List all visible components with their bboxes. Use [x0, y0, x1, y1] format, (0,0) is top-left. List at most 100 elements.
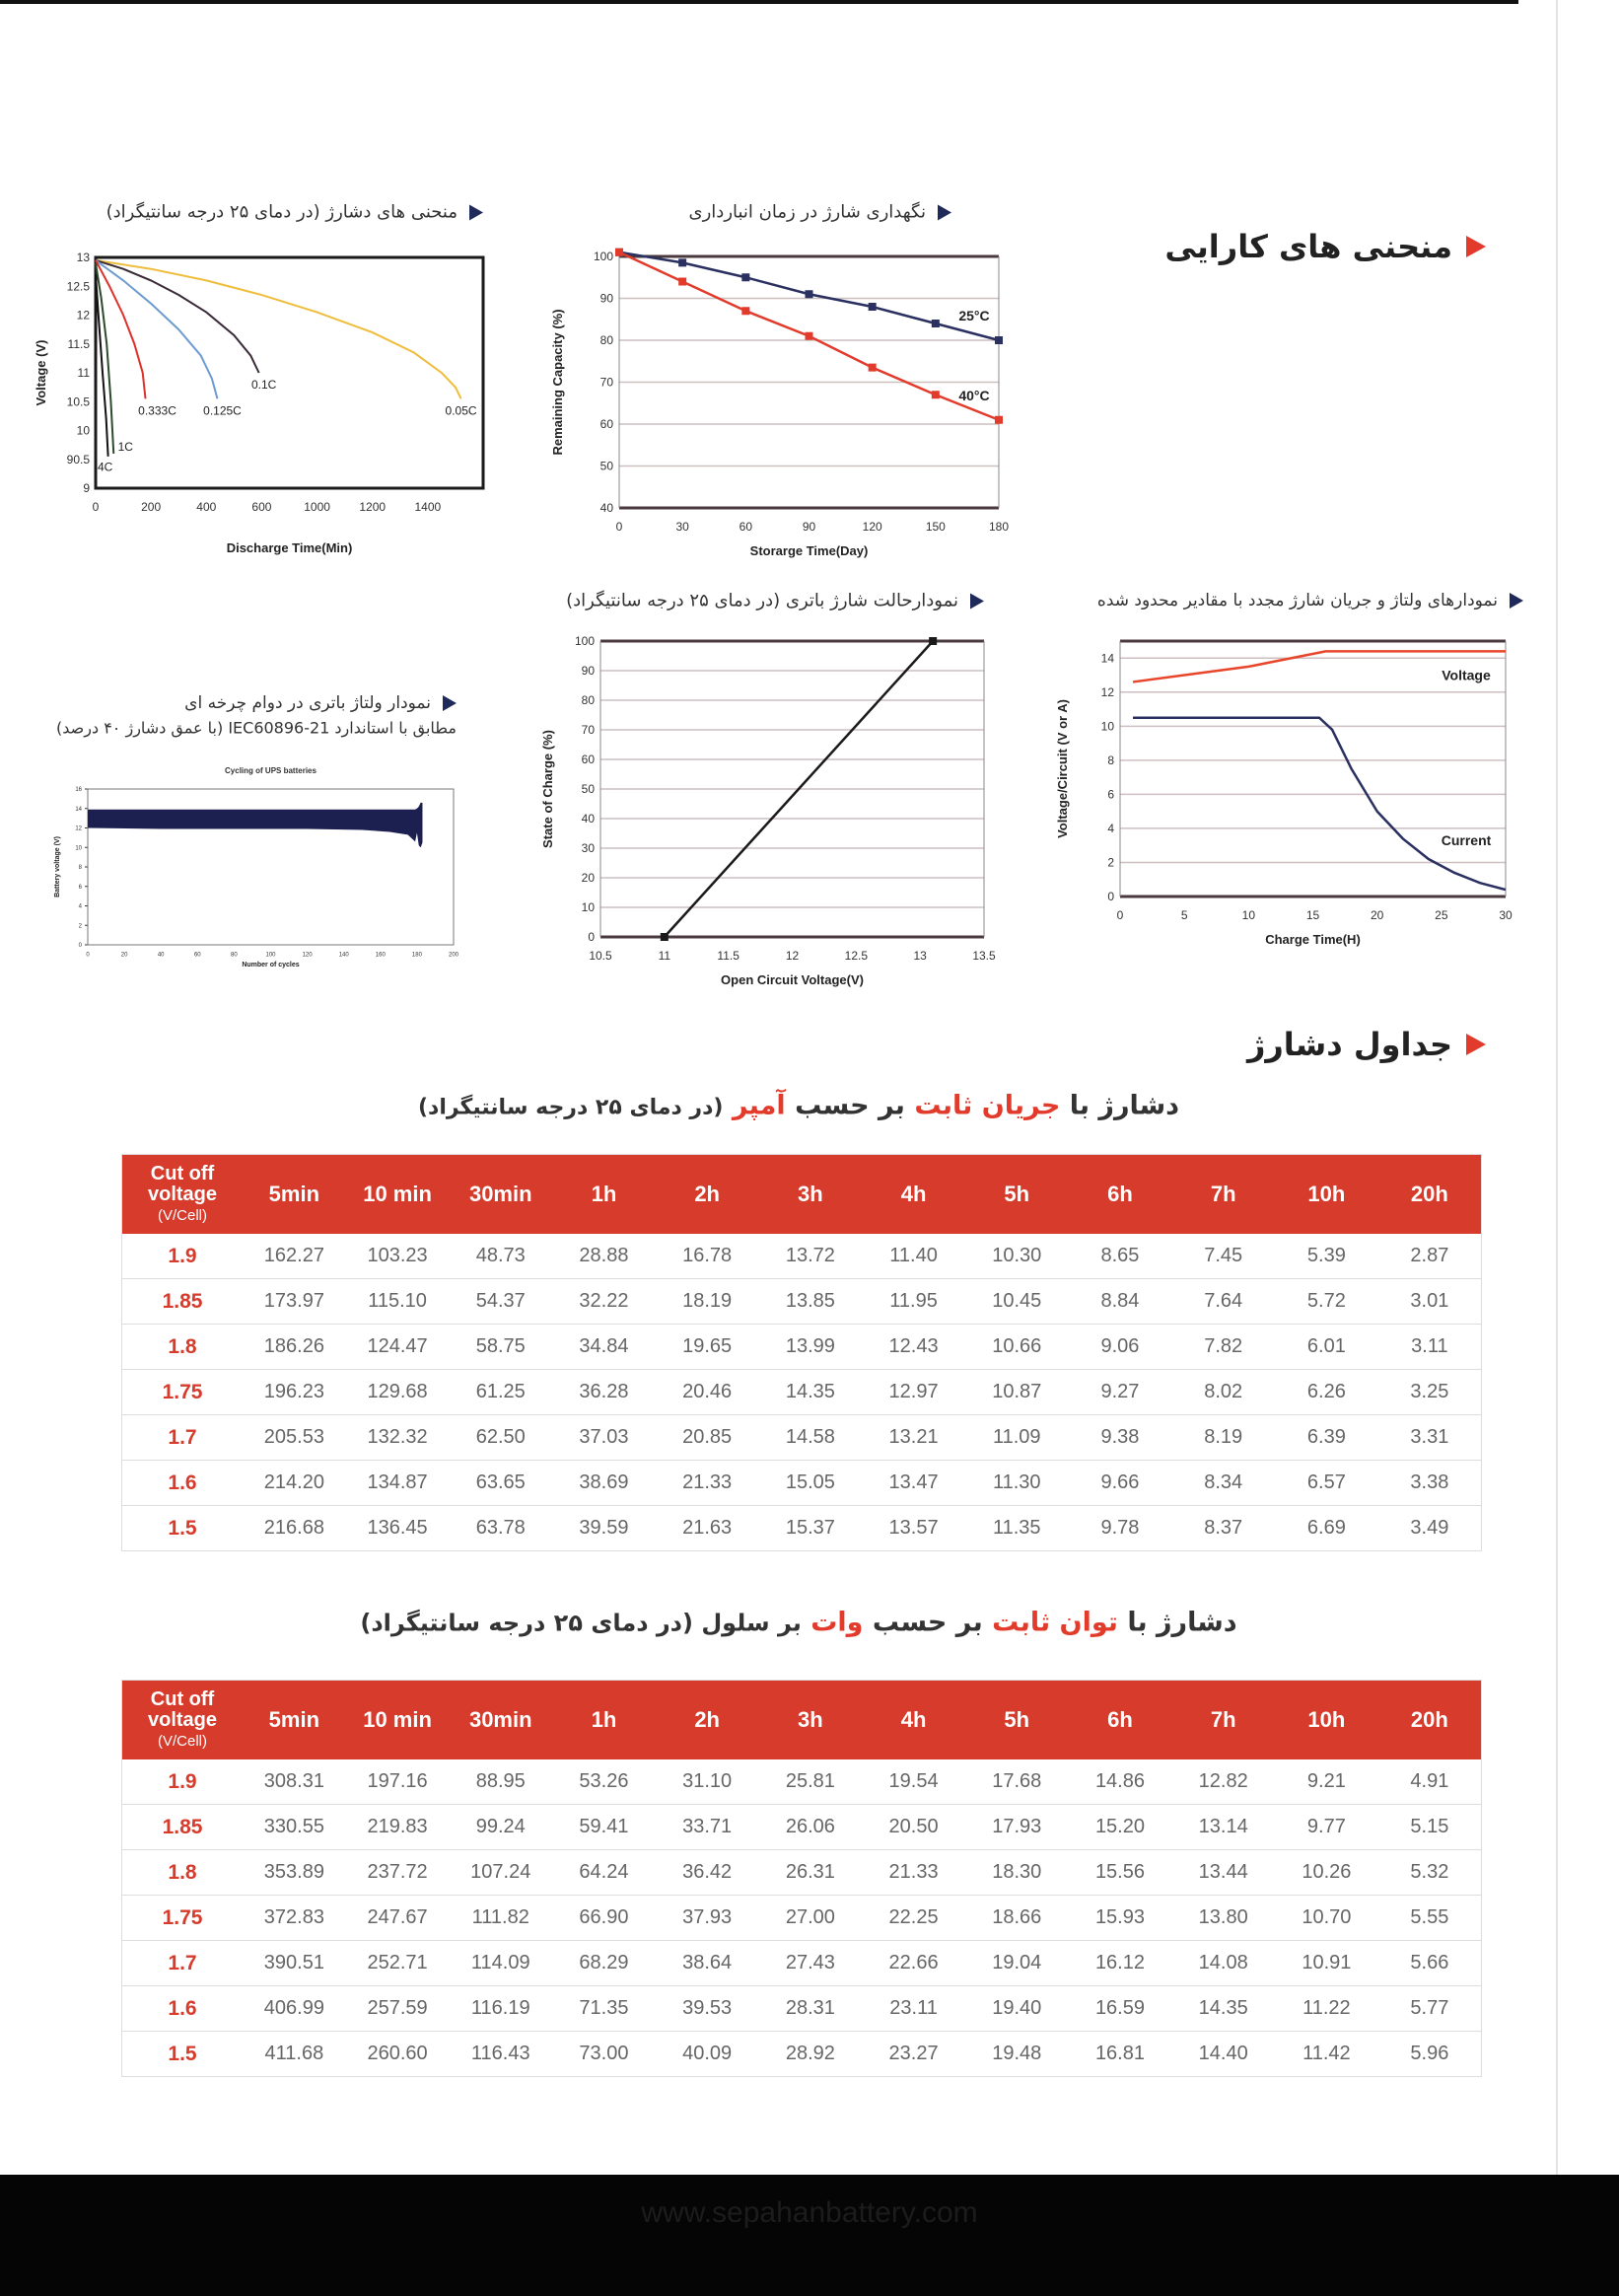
y-tick-label: 80	[600, 333, 614, 347]
x-tick-label: 20	[1371, 908, 1384, 922]
title-highlight: وات	[810, 1607, 864, 1638]
value-cell: 59.41	[552, 1804, 656, 1850]
x-tick-label: 13.5	[972, 949, 996, 963]
value-cell: 18.66	[964, 1895, 1069, 1941]
value-cell: 3.49	[1377, 1505, 1482, 1551]
data-point	[805, 290, 813, 299]
column-header: 10 min	[345, 1154, 450, 1234]
x-tick-label: 40	[158, 952, 165, 958]
arrow-left-icon	[469, 204, 483, 220]
section-arrow-icon	[1466, 236, 1486, 257]
table-row: 1.7 205.53 132.32 62.50 37.03 20.85 14.58 13.21…	[121, 1414, 1482, 1461]
value-cell: 23.27	[862, 2031, 965, 2077]
data-point	[678, 277, 687, 286]
data-point	[805, 331, 813, 340]
value-cell: 23.11	[862, 1985, 965, 2032]
column-header-cutoff: Cut off voltage (V/Cell)	[121, 1680, 243, 1759]
value-cell: 63.65	[449, 1460, 553, 1506]
column-header: 30min	[449, 1680, 553, 1759]
title-highlight: جریان ثابت	[914, 1090, 1061, 1121]
header-text: voltage	[147, 1183, 218, 1205]
data-point	[931, 391, 940, 399]
value-cell: 36.42	[655, 1849, 759, 1896]
charge-voltage-current-chart: 0 2 4 6 8 10 12 14 0 5 10 15 20 25 30 Charge Time(H) Vol…	[1055, 639, 1513, 947]
value-cell: 11.22	[1275, 1985, 1378, 2032]
value-cell: 16.59	[1068, 1985, 1172, 2032]
y-axis-label: Voltage/Circuit (V or A)	[1055, 699, 1070, 838]
value-cell: 2.87	[1377, 1234, 1482, 1279]
column-header: 10h	[1275, 1680, 1378, 1759]
value-cell: 132.32	[345, 1414, 450, 1461]
x-tick-label: 0	[1117, 908, 1124, 922]
x-tick-label: 11	[659, 949, 671, 963]
value-cell: 4.91	[1377, 1759, 1482, 1805]
y-tick-label: 90.5	[67, 453, 91, 466]
constant-current-table: Cut off voltage (V/Cell) 5min 10 min 30min 1h 2…	[121, 1154, 1482, 1551]
value-cell: 8.84	[1068, 1278, 1172, 1325]
value-cell: 5.39	[1275, 1234, 1378, 1279]
x-tick-label: 11.5	[717, 949, 739, 963]
table-row: 1.6 406.99 257.59 116.19 71.35 39.53 28.31 23.1…	[121, 1985, 1482, 2032]
x-axis-label: Discharge Time(Min)	[227, 540, 353, 555]
value-cell: 14.35	[758, 1369, 863, 1415]
value-cell: 7.82	[1171, 1324, 1276, 1370]
header-text: Cut off	[150, 1162, 215, 1184]
value-cell: 14.58	[758, 1414, 863, 1461]
value-cell: 10.66	[964, 1324, 1069, 1370]
y-tick-label: 50	[600, 460, 614, 473]
chart-title-storage: نگهداری شارژ در زمان انبارداری	[689, 202, 951, 223]
top-border	[0, 0, 1518, 4]
table-row: 1.75 196.23 129.68 61.25 36.28 20.46 14.35 12.9…	[121, 1369, 1482, 1415]
data-point	[678, 258, 687, 267]
table-title-constant-power: دشارژ با توان ثابت بر حسب وات بر سلول (د…	[0, 1608, 1597, 1638]
value-cell: 34.84	[552, 1324, 656, 1370]
y-tick-label: 60	[582, 753, 596, 766]
series-label: 4C	[98, 460, 113, 473]
value-cell: 54.37	[449, 1278, 553, 1325]
y-axis-label: Remaining Capacity (%)	[550, 309, 565, 455]
chart-title-text: نمودارهای ولتاژ و جریان شارژ مجدد با مقا…	[1096, 591, 1498, 610]
y-tick-label: 9	[83, 481, 90, 495]
x-tick-label: 100	[265, 952, 276, 958]
value-cell: 6.26	[1275, 1369, 1378, 1415]
chart-title-text: نگهداری شارژ در زمان انبارداری	[688, 201, 926, 223]
series-line-0333C	[95, 259, 147, 399]
data-point	[868, 303, 877, 311]
chart-title-discharge: منحنی های دشارژ (در دمای ۲۵ درجه سانتیگر…	[106, 202, 483, 223]
y-axis-label: Voltage (V)	[34, 340, 48, 406]
value-cell: 5.55	[1377, 1895, 1482, 1941]
chart-title-text: نمودار ولتاژ باتری در دوام چرخه ای	[184, 693, 431, 713]
x-tick-label: 160	[376, 952, 387, 958]
discharge-curves-chart: 9 90.5 10 10.5 11 11.5 12 12.5 13 0 200 400 600 1000 1…	[34, 251, 485, 555]
value-cell: 372.83	[243, 1895, 346, 1941]
x-tick-label: 180	[412, 952, 423, 958]
column-header: 20h	[1377, 1680, 1482, 1759]
column-header: 30min	[449, 1154, 553, 1234]
section-heading-performance-curves: منحنی های کارایی	[1164, 228, 1486, 265]
value-cell: 8.34	[1171, 1460, 1276, 1506]
header-text: voltage	[147, 1708, 218, 1731]
column-header: 7h	[1171, 1154, 1276, 1234]
column-header: 6h	[1068, 1154, 1172, 1234]
value-cell: 11.95	[862, 1278, 965, 1325]
x-tick-label: 10	[1242, 908, 1256, 922]
value-cell: 5.77	[1377, 1985, 1482, 2032]
footer-website: www.sepahanbattery.com	[641, 2196, 978, 2229]
value-cell: 124.47	[345, 1324, 450, 1370]
header-text: (V/Cell)	[157, 1206, 207, 1224]
title-part: (در دمای ۲۵ درجه سانتیگراد)	[417, 1095, 724, 1120]
value-cell: 26.31	[758, 1849, 863, 1896]
title-part: دشارژ با	[1127, 1607, 1237, 1638]
value-cell: 22.66	[862, 1940, 965, 1986]
value-cell: 13.21	[862, 1414, 965, 1461]
value-cell: 53.26	[552, 1759, 656, 1805]
cutoff-voltage-cell: 1.5	[121, 2031, 243, 2077]
x-tick-label: 150	[926, 520, 946, 534]
x-tick-label: 60	[739, 520, 753, 534]
title-part: بر حسب	[872, 1607, 983, 1638]
table-row: 1.9 162.27 103.23 48.73 28.88 16.78 13.72 11.40…	[121, 1234, 1482, 1279]
y-tick-label: 30	[582, 841, 596, 855]
value-cell: 9.38	[1068, 1414, 1172, 1461]
x-axis-label: Charge Time(H)	[1265, 932, 1361, 947]
value-cell: 19.48	[964, 2031, 1069, 2077]
